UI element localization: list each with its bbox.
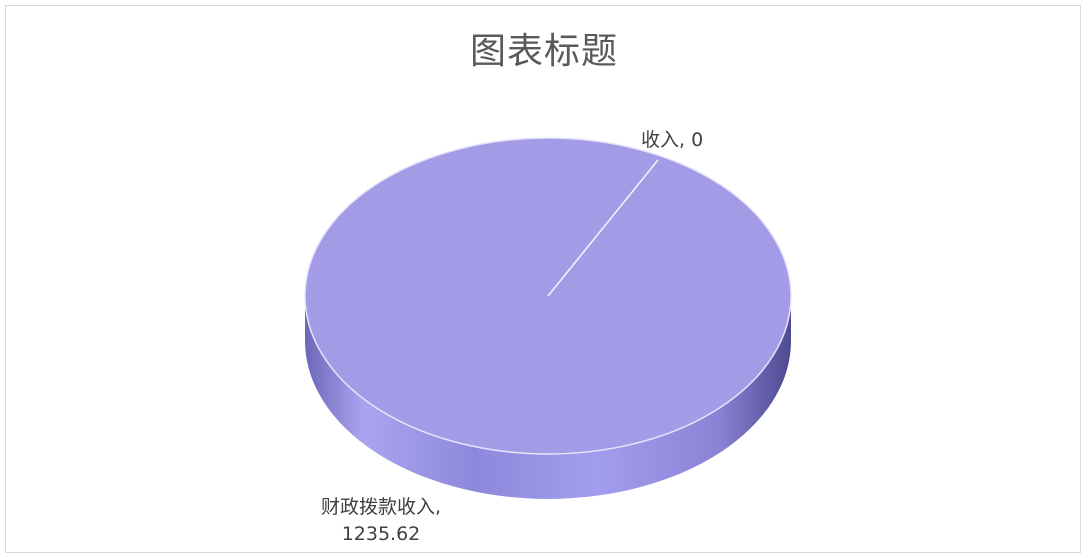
pie-slice-divider [547, 159, 659, 297]
chart-title: 图表标题 [469, 31, 618, 72]
pie-slice-side [305, 296, 791, 499]
data-label-main-name: 财政拨款收入, [321, 496, 441, 518]
data-label-main-value: 1235.62 [342, 523, 421, 545]
data-label-zero: 收入, 0 [641, 129, 703, 151]
